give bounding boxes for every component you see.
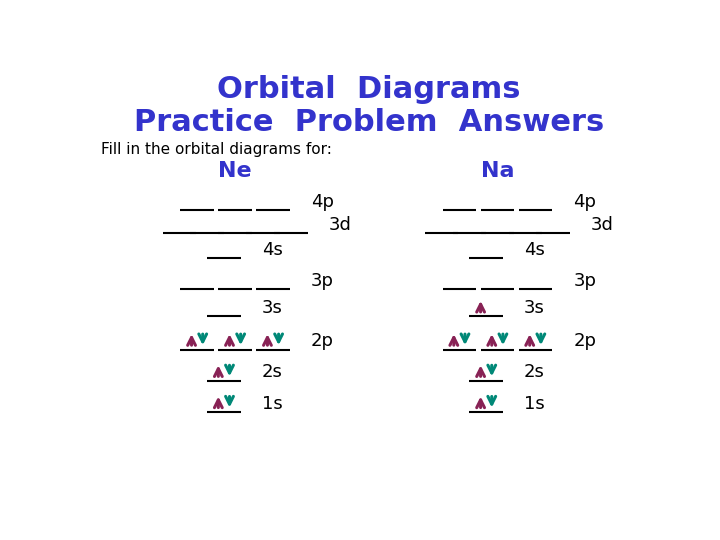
Text: 3s: 3s [524,299,545,317]
Text: 4s: 4s [524,241,545,259]
Text: 2p: 2p [311,332,334,350]
Text: 4p: 4p [311,193,334,211]
Text: 4p: 4p [573,193,596,211]
Text: 3d: 3d [591,216,614,234]
Text: 3d: 3d [329,216,351,234]
Text: 1s: 1s [262,395,283,413]
Text: Orbital  Diagrams: Orbital Diagrams [217,75,521,104]
Text: Fill in the orbital diagrams for:: Fill in the orbital diagrams for: [101,141,332,157]
Text: 2s: 2s [262,363,283,381]
Text: 1s: 1s [524,395,545,413]
Text: Na: Na [480,161,514,181]
Text: 2p: 2p [573,332,596,350]
Text: Ne: Ne [218,161,252,181]
Text: 2s: 2s [524,363,545,381]
Text: 3p: 3p [311,272,334,290]
Text: 3s: 3s [262,299,283,317]
Text: Practice  Problem  Answers: Practice Problem Answers [134,109,604,138]
Text: 3p: 3p [573,272,596,290]
Text: 4s: 4s [262,241,283,259]
